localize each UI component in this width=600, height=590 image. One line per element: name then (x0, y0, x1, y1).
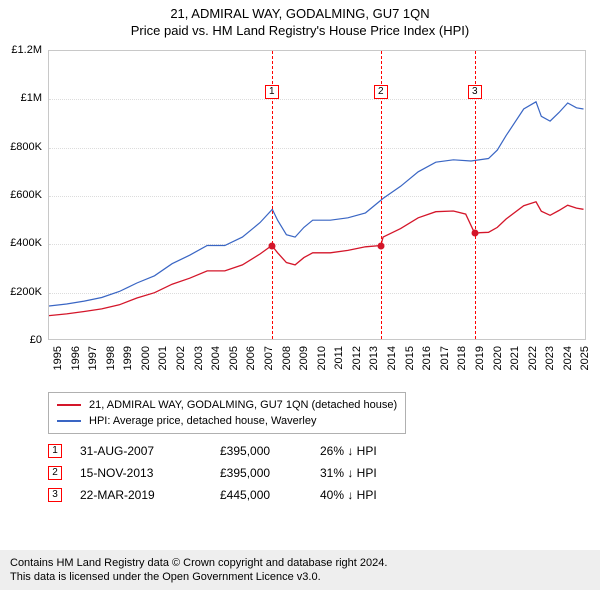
y-tick-label: £400K (2, 237, 42, 249)
legend-label: 21, ADMIRAL WAY, GODALMING, GU7 1QN (det… (89, 397, 397, 413)
event-price: £395,000 (220, 444, 320, 458)
event-date: 15-NOV-2013 (80, 466, 220, 480)
x-tick-label: 2013 (368, 346, 380, 370)
x-tick-label: 2023 (544, 346, 556, 370)
event-price: £395,000 (220, 466, 320, 480)
x-tick-label: 2017 (439, 346, 451, 370)
x-tick-label: 2012 (351, 346, 363, 370)
x-tick-label: 1995 (52, 346, 64, 370)
x-tick-label: 2002 (175, 346, 187, 370)
x-tick-label: 2019 (474, 346, 486, 370)
y-tick-label: £200K (2, 286, 42, 298)
marker-number-box: 3 (468, 85, 482, 99)
transaction-dot (377, 242, 384, 249)
table-row: 2 15-NOV-2013£395,00031% ↓ HPI (48, 462, 440, 484)
x-tick-label: 2025 (579, 346, 591, 370)
x-tick-label: 2009 (298, 346, 310, 370)
title-subtitle: Price paid vs. HM Land Registry's House … (0, 23, 600, 38)
title-address: 21, ADMIRAL WAY, GODALMING, GU7 1QN (0, 6, 600, 21)
marker-number-box: 1 (265, 85, 279, 99)
legend-item: 21, ADMIRAL WAY, GODALMING, GU7 1QN (det… (57, 397, 397, 413)
x-tick-label: 2016 (421, 346, 433, 370)
x-tick-label: 2022 (527, 346, 539, 370)
y-tick-label: £0 (2, 334, 42, 346)
table-row: 3 22-MAR-2019£445,00040% ↓ HPI (48, 484, 440, 506)
legend-item: HPI: Average price, detached house, Wave… (57, 413, 397, 429)
x-tick-label: 2010 (316, 346, 328, 370)
x-tick-label: 2020 (492, 346, 504, 370)
chart-plot-area: 1 2 3 (48, 50, 586, 340)
marker-number-box: 2 (374, 85, 388, 99)
x-tick-label: 2011 (333, 346, 345, 370)
x-tick-label: 2021 (509, 346, 521, 370)
x-tick-label: 2015 (404, 346, 416, 370)
legend-label: HPI: Average price, detached house, Wave… (89, 413, 316, 429)
event-price: £445,000 (220, 488, 320, 502)
x-tick-label: 2004 (210, 346, 222, 370)
footer-line-1: Contains HM Land Registry data © Crown c… (10, 556, 590, 570)
transaction-dot (268, 242, 275, 249)
series-price_paid (49, 202, 584, 316)
x-tick-label: 2001 (157, 346, 169, 370)
chart-legend: 21, ADMIRAL WAY, GODALMING, GU7 1QN (det… (48, 392, 406, 434)
event-delta: 26% ↓ HPI (320, 444, 440, 458)
transaction-dot (471, 230, 478, 237)
event-delta: 31% ↓ HPI (320, 466, 440, 480)
event-date: 31-AUG-2007 (80, 444, 220, 458)
event-delta: 40% ↓ HPI (320, 488, 440, 502)
x-tick-label: 2006 (245, 346, 257, 370)
table-row: 1 31-AUG-2007£395,00026% ↓ HPI (48, 440, 440, 462)
x-tick-label: 1999 (122, 346, 134, 370)
y-tick-label: £1M (2, 92, 42, 104)
footer-line-2: This data is licensed under the Open Gov… (10, 570, 590, 584)
x-tick-label: 1998 (105, 346, 117, 370)
x-tick-label: 2003 (193, 346, 205, 370)
event-number-box: 3 (48, 488, 62, 502)
chart-titles: 21, ADMIRAL WAY, GODALMING, GU7 1QN Pric… (0, 0, 600, 38)
licence-footer: Contains HM Land Registry data © Crown c… (0, 550, 600, 590)
event-date: 22-MAR-2019 (80, 488, 220, 502)
legend-swatch (57, 420, 81, 422)
x-tick-label: 2007 (263, 346, 275, 370)
x-tick-label: 2000 (140, 346, 152, 370)
series-hpi (49, 102, 584, 306)
event-number-box: 1 (48, 444, 62, 458)
y-tick-label: £600K (2, 189, 42, 201)
y-tick-label: £800K (2, 141, 42, 153)
x-tick-label: 2008 (281, 346, 293, 370)
legend-swatch (57, 404, 81, 406)
x-tick-label: 2005 (228, 346, 240, 370)
x-tick-label: 1996 (70, 346, 82, 370)
x-tick-label: 2014 (386, 346, 398, 370)
y-tick-label: £1.2M (2, 44, 42, 56)
transaction-table: 1 31-AUG-2007£395,00026% ↓ HPI 2 15-NOV-201… (48, 440, 440, 506)
chart-lines (49, 51, 587, 341)
x-tick-label: 2018 (456, 346, 468, 370)
event-number-box: 2 (48, 466, 62, 480)
x-tick-label: 1997 (87, 346, 99, 370)
x-tick-label: 2024 (562, 346, 574, 370)
